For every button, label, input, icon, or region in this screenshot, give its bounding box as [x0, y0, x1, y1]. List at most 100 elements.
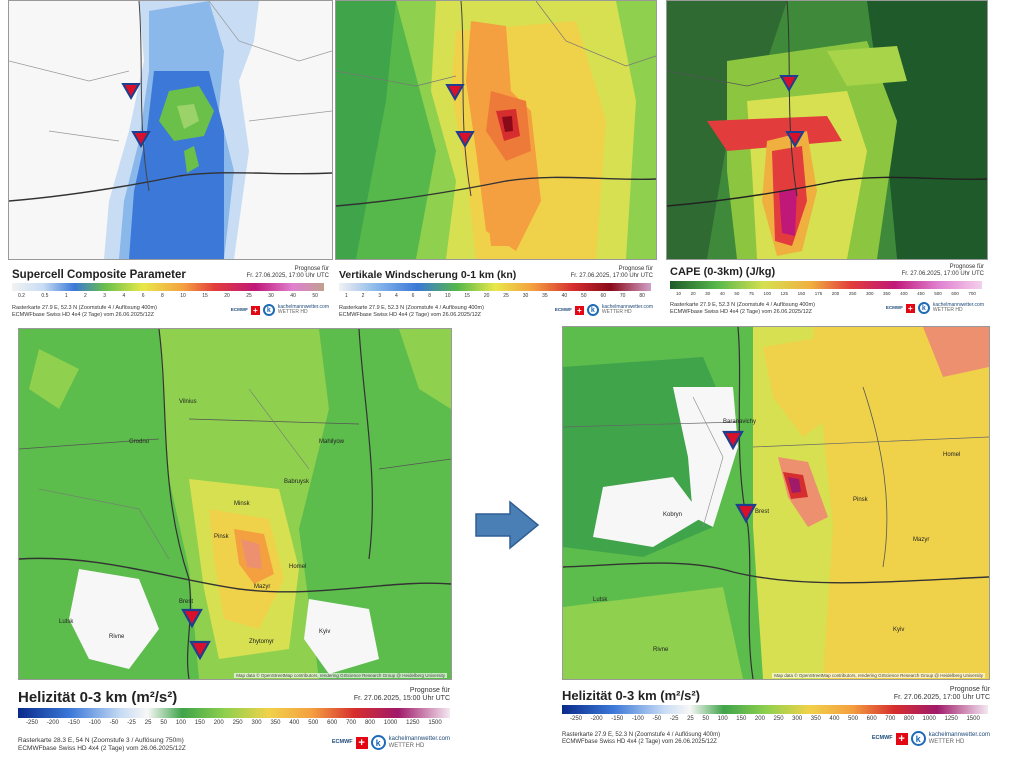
- city-label: Baranavichy: [723, 419, 757, 425]
- k-logo-icon: k: [262, 304, 275, 316]
- scale-tick-label: 500: [848, 716, 859, 722]
- city-label: Lutsk: [593, 597, 608, 603]
- scale-ticks: 1 2 3 4 6 8 10 15 20 25 30 35 40 50 60 70 80: [345, 293, 645, 299]
- scale-tick-label: 30: [522, 293, 529, 299]
- scale-tick-label: 1250: [944, 716, 958, 722]
- scale-tick-label: 800: [364, 720, 375, 726]
- city-label: Kyiv: [893, 627, 905, 633]
- brand-name: kachelmannwetter.com: [932, 301, 984, 308]
- scale-tick-label: 1: [64, 293, 68, 299]
- scale-ticks: 10 20 30 40 50 75 100 125 150 175 200 250 300 350 400 4…: [676, 291, 976, 296]
- scale-tick-label: 2: [84, 293, 87, 299]
- city-label: Mazyr: [913, 537, 930, 543]
- valid-time: Fr. 27.06.2025, 15:00 Uhr UTC: [353, 695, 450, 703]
- map-attribution: Map data © OpenStreetMap contributors, r…: [772, 673, 985, 678]
- scale-tick-label: 350: [810, 716, 821, 722]
- scale-tick-label: 70: [619, 293, 626, 299]
- meta-line1: Rasterkarte 27.9 E, 52.3 N (Zoomstufe 4 …: [670, 302, 815, 308]
- brand-logo: kachelmannwetter.com WETTER HD: [389, 736, 450, 749]
- scale-tick-label: 30: [268, 293, 274, 299]
- marker-triangle: [131, 131, 151, 149]
- color-scale: [18, 708, 450, 718]
- city-label: Homel: [289, 564, 307, 570]
- scale-tick-label: 30: [705, 291, 711, 296]
- city-label: Kobryn: [663, 512, 683, 518]
- map-heli-left: Minsk Homel Brest Pinsk Kyiv Zhytomyr Vi…: [18, 328, 452, 680]
- scale-tick-label: 10: [676, 291, 682, 296]
- map-meta: Rasterkarte 27.9 E, 52.3 N (Zoomstufe 4 …: [339, 305, 484, 318]
- scale-tick-label: 0.5: [41, 293, 49, 299]
- brand-logo: kachelmannwetter.com WETTER HD: [278, 304, 329, 316]
- scale-tick-label: -150: [67, 720, 80, 726]
- scale-tick-label: 2: [361, 293, 365, 299]
- scale-tick-label: 150: [736, 716, 747, 722]
- city-label: Brest: [179, 599, 194, 605]
- prognose-label: Prognose für: [949, 264, 984, 270]
- map-meta: Rasterkarte 27.9 E, 52.3 N (Zoomstufe 4 …: [12, 305, 157, 318]
- brand-sub: WETTER HD: [601, 309, 632, 315]
- prognose-label: Prognose für: [618, 266, 653, 272]
- scale-tick-label: 400: [829, 716, 840, 722]
- map-attribution: Map data © OpenStreetMap contributors, r…: [234, 673, 447, 678]
- valid-time: Fr. 27.06.2025, 17:00 Uhr UTC: [246, 272, 329, 279]
- scale-tick-label: 50: [312, 293, 318, 299]
- scale-tick-label: 350: [883, 291, 891, 296]
- k-logo-icon: k: [910, 731, 926, 746]
- logo-group: ECMWF + k kachelmannwetter.com WETTER HD: [332, 735, 450, 750]
- forecast-time: Prognose für Fr. 27.06.2025, 15:00 Uhr U…: [354, 687, 450, 703]
- scale-tick-label: -250: [26, 720, 39, 726]
- brand-sub: WETTER HD: [928, 738, 965, 745]
- k-logo-icon: k: [917, 302, 930, 314]
- brand-name: kachelmannwetter.com: [388, 736, 450, 743]
- marker-triangle: [189, 640, 211, 661]
- scale-tick-label: 10: [180, 293, 186, 299]
- marker-triangle: [445, 84, 465, 102]
- logo-group: ECMWF + k kachelmannwetter.com WETTER HD: [231, 304, 329, 316]
- scale-tick-label: 600: [327, 720, 338, 726]
- marker-triangle: [181, 608, 203, 629]
- brand-logo: kachelmannwetter.com WETTER HD: [929, 732, 990, 745]
- brand-name: kachelmannwetter.com: [601, 303, 653, 310]
- scale-tick-label: 700: [346, 720, 357, 726]
- scale-tick-label: 1000: [383, 720, 398, 726]
- map-scp: [8, 0, 333, 260]
- panel-scp: Supercell Composite Parameter Prognose f…: [8, 0, 333, 322]
- ecmwf-logo: ECMWF: [871, 734, 893, 741]
- scale-tick-label: -100: [88, 720, 101, 726]
- swiss-flag-icon: +: [355, 736, 368, 749]
- city-label: Homel: [943, 452, 961, 458]
- scale-tick-label: 800: [903, 716, 914, 722]
- ecmwf-logo: ECMWF: [554, 306, 572, 312]
- scale-tick-label: 4: [122, 293, 126, 299]
- forecast-time: Prognose für Fr. 27.06.2025, 17:00 Uhr U…: [902, 264, 984, 278]
- meta-line1: Rasterkarte 27.9 E, 52.3 N (Zoomstufe 4 …: [562, 732, 721, 738]
- marker-triangle: [779, 75, 799, 93]
- scale-tick-label: 50: [581, 293, 587, 299]
- scale-tick-label: 10: [444, 293, 451, 299]
- scale-tick-label: 100: [717, 716, 728, 722]
- scale-tick-label: 50: [734, 291, 740, 296]
- scale-tick-label: 1: [345, 293, 348, 299]
- scale-tick-label: -250: [570, 716, 583, 722]
- swiss-flag-icon: +: [895, 732, 908, 745]
- panel-title: Supercell Composite Parameter: [12, 269, 186, 281]
- marker-triangle: [722, 430, 744, 451]
- city-label: Brest: [755, 509, 770, 515]
- logo-group: ECMWF + k kachelmannwetter.com WETTER HD: [555, 304, 653, 316]
- map-heli-right: Brest Pinsk Kobryn Mazyr Homel Kyiv Luts…: [562, 326, 990, 680]
- scale-tick-label: 20: [483, 293, 490, 299]
- scale-ticks: -250 -200 -150 -100 -50 -25 25 50 100 150 200 250 30…: [570, 716, 980, 722]
- city-label: Pinsk: [853, 497, 868, 503]
- scale-tick-label: 200: [754, 716, 765, 722]
- scale-tick-label: 8: [428, 293, 432, 299]
- scale-tick-label: 500: [934, 291, 942, 296]
- scale-tick-label: 100: [763, 291, 771, 296]
- meta-line2: ECMWFbase Swiss HD 4x4 (2 Tage) vom 26.0…: [18, 744, 186, 752]
- city-label: Mazyr: [254, 584, 271, 590]
- scale-tick-label: 100: [175, 720, 186, 726]
- scale-tick-label: 400: [289, 720, 300, 726]
- brand-name: kachelmannwetter.com: [928, 732, 990, 739]
- panel-title: Helizität 0-3 km (m²/s²): [18, 689, 178, 706]
- scale-tick-label: 6: [141, 293, 145, 299]
- brand-logo: kachelmannwetter.com WETTER HD: [601, 303, 653, 316]
